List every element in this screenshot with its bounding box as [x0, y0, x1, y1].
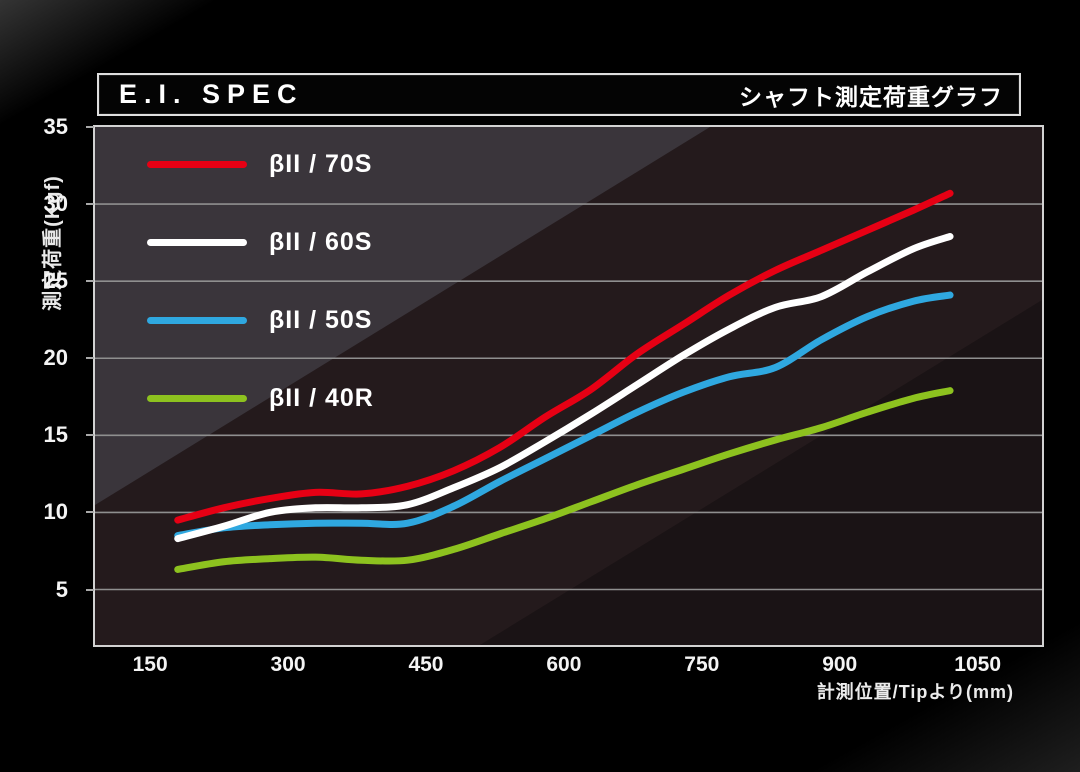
legend: βII / 70S βII / 60S βII / 50S βII / 40R [147, 148, 374, 460]
y-tick-mark [86, 203, 94, 206]
y-tick-label: 15 [43, 422, 68, 448]
x-tick-label: 450 [408, 653, 444, 676]
series-lines [174, 189, 954, 573]
y-tick-mark [86, 126, 94, 128]
x-tick-label: 1050 [954, 653, 1001, 676]
x-axis-title: 計測位置/Tipより(mm) [816, 682, 1014, 702]
legend-swatch-blue [147, 316, 247, 324]
legend-swatch-red [147, 160, 247, 168]
legend-item-50s: βII / 50S [147, 304, 374, 336]
y-axis-labels: 5 10 15 20 25 30 35 [0, 114, 94, 645]
y-tick-mark [86, 588, 94, 591]
title-bar: E.I. SPEC シャフト測定荷重グラフ [97, 73, 1021, 116]
plot-area: βII / 70S βII / 60S βII / 50S βII / 40R [93, 125, 1044, 647]
y-tick-mark [86, 511, 94, 514]
legend-item-40r: βII / 40R [147, 382, 374, 414]
y-tick-label: 25 [43, 268, 68, 294]
y-tick-label: 5 [55, 576, 68, 602]
legend-swatch-green [147, 394, 247, 402]
plot-shadow-band [480, 300, 1042, 645]
legend-label-50s: βII / 50S [269, 305, 373, 334]
plot-highlight-band [95, 127, 710, 505]
line-ii60s [174, 232, 954, 543]
line-ii50s [174, 291, 954, 540]
y-tick-label: 30 [43, 191, 68, 217]
chart-subtitle: シャフト測定荷重グラフ [739, 83, 1003, 110]
legend-label-60s: βII / 60S [269, 227, 373, 256]
legend-item-70s: βII / 70S [147, 148, 374, 180]
legend-label-40r: βII / 40R [269, 383, 374, 412]
line-ii40r [174, 387, 954, 573]
x-tick-label: 750 [684, 653, 720, 676]
x-tick-label: 300 [270, 653, 306, 676]
x-tick-label: 900 [822, 653, 858, 676]
y-tick-label: 10 [43, 499, 68, 525]
line-ii70s [174, 189, 954, 524]
legend-swatch-white [147, 238, 247, 246]
y-tick-label: 35 [43, 114, 68, 139]
y-tick-mark [86, 434, 94, 437]
chart-canvas [95, 127, 1042, 645]
x-axis-labels: 150 300 450 600 750 900 1050 [95, 653, 1042, 681]
y-tick-mark [86, 280, 94, 283]
x-tick-label: 150 [132, 653, 168, 676]
x-tick-label: 600 [546, 653, 582, 676]
chart-title: E.I. SPEC [119, 79, 304, 109]
y-tick-label: 20 [43, 345, 68, 371]
legend-item-60s: βII / 60S [147, 226, 374, 258]
legend-label-70s: βII / 70S [269, 149, 373, 178]
y-tick-mark [86, 357, 94, 360]
